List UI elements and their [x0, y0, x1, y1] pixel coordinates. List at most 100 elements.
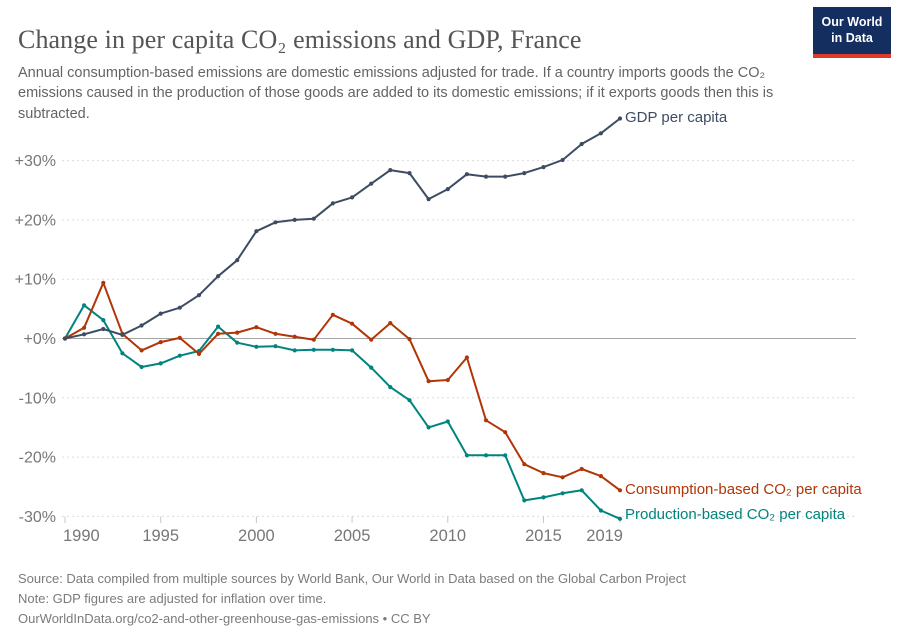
data-point-gdp[interactable] — [235, 258, 240, 263]
chart-footer: Source: Data compiled from multiple sour… — [18, 569, 878, 629]
data-point-production[interactable] — [235, 340, 240, 345]
data-point-consumption[interactable] — [82, 325, 87, 330]
data-point-consumption[interactable] — [445, 377, 450, 383]
data-point-consumption[interactable] — [311, 337, 316, 342]
data-point-consumption[interactable] — [407, 337, 412, 342]
data-point-production[interactable] — [503, 453, 508, 458]
data-point-production[interactable] — [388, 385, 393, 390]
data-point-gdp[interactable] — [254, 229, 259, 234]
data-point-gdp[interactable] — [350, 195, 355, 200]
data-point-gdp[interactable] — [82, 332, 87, 337]
data-point-production[interactable] — [82, 303, 87, 308]
data-point-gdp[interactable] — [273, 220, 278, 225]
data-point-gdp[interactable] — [158, 311, 163, 316]
series-label-consumption[interactable]: Consumption-based CO₂ per capita — [625, 481, 862, 499]
data-point-gdp[interactable] — [62, 336, 68, 341]
series-label-production[interactable]: Production-based CO₂ per capita — [625, 505, 846, 523]
data-point-gdp[interactable] — [445, 187, 450, 192]
data-point-production[interactable] — [445, 419, 450, 424]
data-point-production[interactable] — [330, 347, 335, 352]
data-point-consumption[interactable] — [541, 471, 546, 476]
data-point-gdp[interactable] — [464, 172, 469, 177]
data-point-gdp[interactable] — [483, 174, 489, 179]
data-point-production[interactable] — [579, 488, 584, 493]
data-point-consumption[interactable] — [560, 475, 565, 480]
data-point-consumption[interactable] — [464, 355, 469, 360]
data-point-consumption[interactable] — [216, 331, 221, 336]
data-point-production[interactable] — [139, 364, 144, 370]
owid-url-link[interactable]: OurWorldInData.org/co2-and-other-greenho… — [18, 611, 431, 627]
data-point-production[interactable] — [483, 453, 489, 458]
data-point-production[interactable] — [522, 498, 527, 503]
data-point-gdp[interactable] — [330, 201, 335, 206]
data-point-gdp[interactable] — [503, 174, 508, 179]
data-point-production[interactable] — [464, 453, 469, 458]
data-point-consumption[interactable] — [483, 418, 489, 423]
data-point-gdp[interactable] — [541, 165, 546, 170]
owid-logo[interactable]: Our World in Data — [813, 7, 891, 58]
data-point-consumption[interactable] — [292, 334, 297, 339]
data-point-production[interactable] — [426, 425, 431, 430]
data-point-production[interactable] — [560, 491, 565, 496]
data-point-production[interactable] — [120, 351, 125, 356]
series-line-gdp[interactable] — [64, 117, 621, 340]
data-point-gdp[interactable] — [196, 293, 202, 298]
y-axis-tick-label: -20% — [19, 450, 56, 467]
y-axis-tick-label: +10% — [15, 272, 56, 289]
series-line-production[interactable] — [64, 304, 621, 520]
data-point-production[interactable] — [177, 353, 182, 358]
data-point-production[interactable] — [369, 365, 374, 370]
data-point-production[interactable] — [541, 495, 546, 500]
data-point-gdp[interactable] — [388, 168, 393, 173]
data-point-consumption[interactable] — [598, 474, 604, 479]
data-point-consumption[interactable] — [330, 312, 335, 317]
data-point-production[interactable] — [350, 348, 355, 353]
data-point-consumption[interactable] — [369, 337, 374, 342]
data-point-consumption[interactable] — [273, 331, 278, 336]
data-point-gdp[interactable] — [560, 157, 565, 163]
data-point-gdp[interactable] — [177, 305, 182, 310]
data-point-consumption[interactable] — [235, 330, 240, 335]
series-label-gdp[interactable]: GDP per capita — [625, 109, 728, 127]
data-point-production[interactable] — [273, 344, 278, 349]
data-point-production[interactable] — [598, 508, 604, 513]
data-point-production[interactable] — [292, 348, 297, 353]
data-point-production[interactable] — [617, 516, 623, 521]
data-point-production[interactable] — [407, 398, 412, 403]
data-point-gdp[interactable] — [426, 197, 431, 202]
data-point-gdp[interactable] — [617, 116, 623, 121]
data-point-consumption[interactable] — [177, 335, 182, 340]
data-point-consumption[interactable] — [617, 488, 623, 493]
data-point-gdp[interactable] — [101, 326, 106, 332]
data-point-consumption[interactable] — [503, 430, 508, 435]
data-point-production[interactable] — [216, 324, 221, 329]
data-point-consumption[interactable] — [579, 466, 584, 472]
data-point-consumption[interactable] — [254, 325, 259, 330]
data-point-gdp[interactable] — [369, 181, 374, 186]
data-point-gdp[interactable] — [311, 216, 316, 221]
data-point-consumption[interactable] — [350, 321, 355, 326]
data-point-gdp[interactable] — [598, 131, 604, 136]
series-line-consumption[interactable] — [64, 281, 621, 492]
data-point-consumption[interactable] — [101, 280, 106, 285]
data-point-production[interactable] — [158, 361, 163, 366]
data-point-gdp[interactable] — [216, 274, 221, 279]
data-point-consumption[interactable] — [522, 462, 527, 467]
data-point-gdp[interactable] — [139, 323, 144, 328]
data-point-consumption[interactable] — [388, 321, 393, 326]
data-point-production[interactable] — [311, 347, 316, 352]
data-point-gdp[interactable] — [522, 171, 527, 176]
data-point-gdp[interactable] — [579, 141, 584, 147]
data-point-consumption[interactable] — [426, 379, 431, 384]
data-point-consumption[interactable] — [158, 340, 163, 345]
data-point-production[interactable] — [254, 344, 259, 349]
data-point-gdp[interactable] — [292, 217, 297, 222]
data-point-gdp[interactable] — [120, 332, 125, 337]
data-point-production[interactable] — [101, 318, 106, 323]
page-title: Change in per capita CO₂ emissions and G… — [18, 25, 582, 55]
data-point-consumption[interactable] — [139, 348, 144, 353]
chart-subtitle: Annual consumption-based emissions are d… — [18, 64, 774, 122]
data-point-consumption[interactable] — [196, 351, 202, 356]
data-point-gdp[interactable] — [407, 171, 412, 176]
